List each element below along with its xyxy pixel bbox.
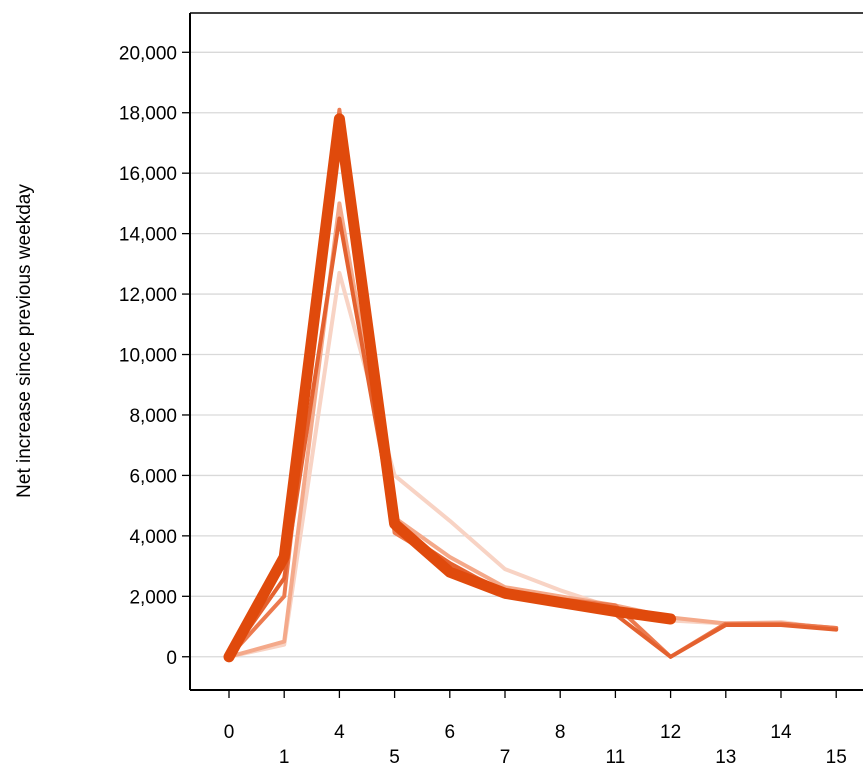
y-tick-label: 6,000 [129, 466, 177, 487]
y-axis-label: Net increase since previous weekday [14, 184, 35, 498]
x-tick-label: 13 [715, 747, 736, 767]
y-tick-label: 18,000 [119, 104, 177, 125]
x-tick-label: 14 [770, 722, 792, 743]
y-tick-label: 16,000 [119, 164, 177, 185]
gridlines [190, 51, 863, 658]
series-layer [223, 107, 839, 663]
y-tick-label: 0 [166, 648, 177, 669]
y-tick-label: 4,000 [129, 527, 177, 548]
y-tick-label: 10,000 [119, 346, 177, 367]
x-tick-label: 5 [389, 747, 400, 767]
axes [189, 12, 863, 691]
x-tick-label: 7 [500, 747, 511, 767]
y-axis-ticks: 0 2,000 4,000 6,000 8,000 10,000 12,000 14,000 1… [119, 43, 190, 669]
y-tick-label: 12,000 [119, 285, 177, 306]
x-tick-label: 8 [555, 722, 566, 743]
x-tick-label: 1 [279, 747, 290, 767]
x-tick-label: 0 [224, 722, 235, 743]
x-tick-label: 4 [334, 722, 345, 743]
y-tick-label: 20,000 [119, 43, 177, 64]
series-line-3 [227, 107, 839, 659]
x-tick-label: 11 [606, 747, 626, 767]
x-tick-label: 12 [660, 722, 681, 743]
x-tick-label: 6 [445, 722, 456, 743]
y-tick-label: 14,000 [119, 225, 177, 246]
y-tick-label: 8,000 [129, 406, 177, 427]
series-line-5 [223, 113, 677, 663]
x-tick-label: 15 [826, 747, 847, 767]
y-tick-label: 2,000 [129, 587, 177, 608]
